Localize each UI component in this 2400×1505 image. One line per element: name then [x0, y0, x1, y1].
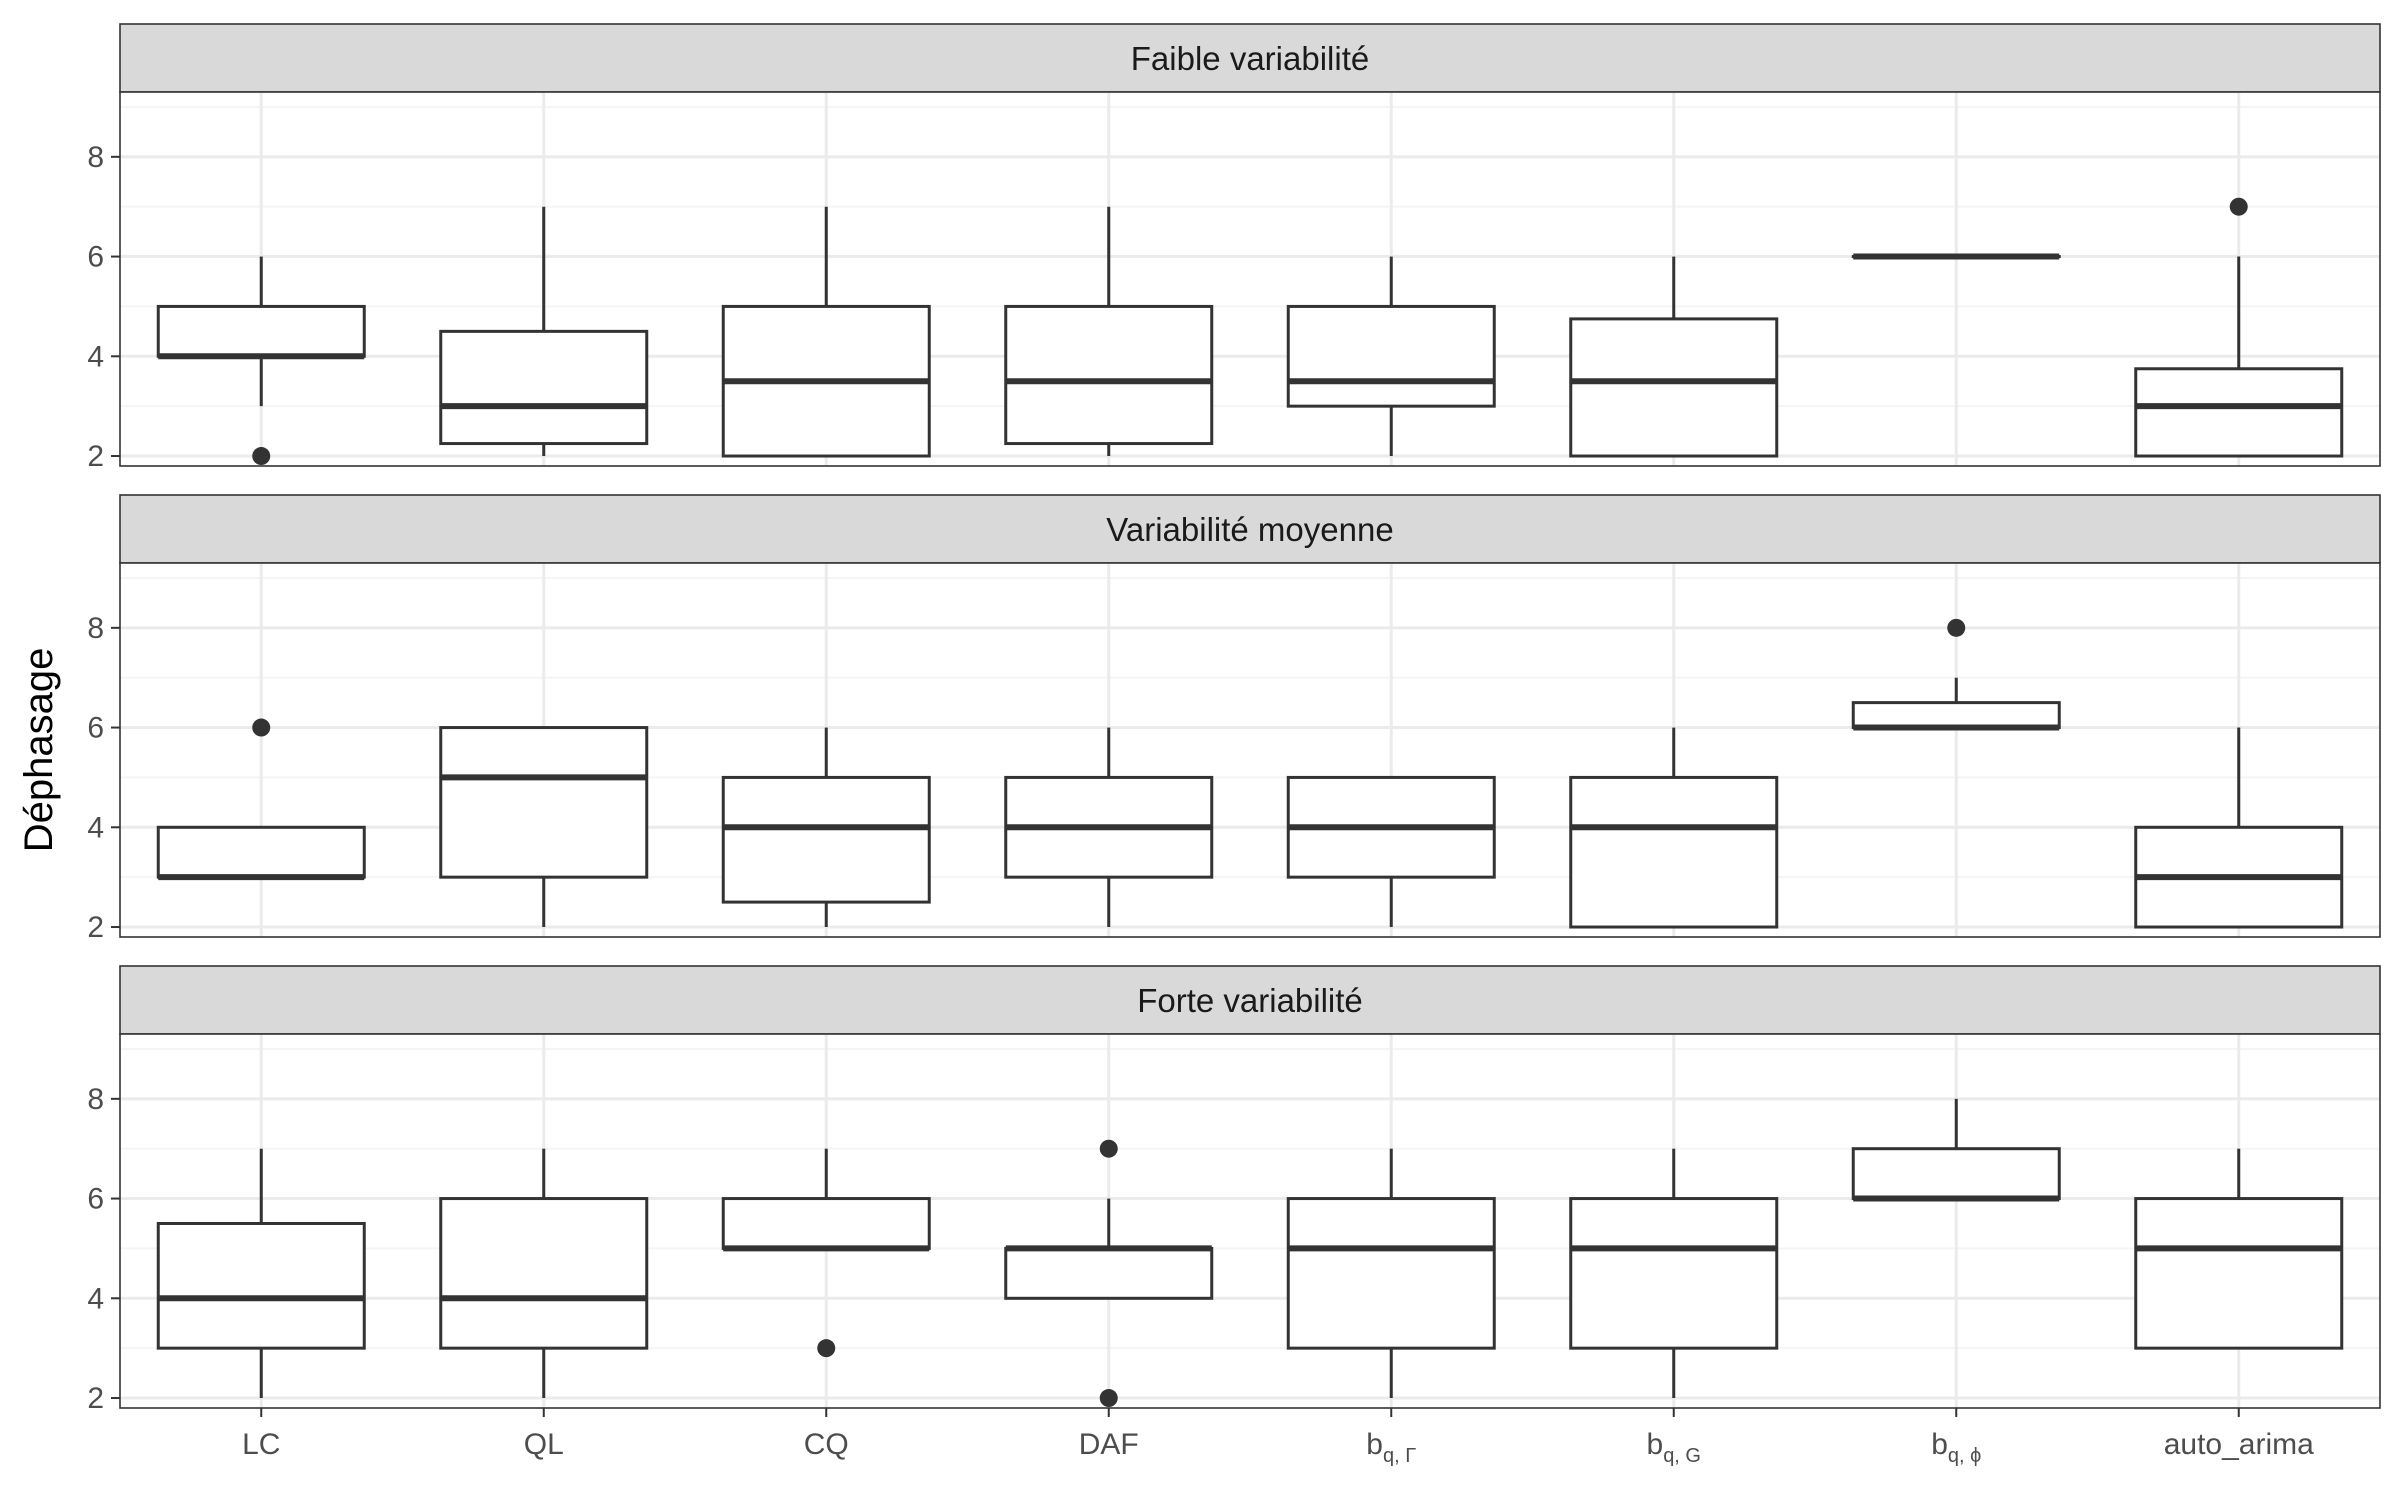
box-iqr — [1571, 1199, 1777, 1349]
y-tick-label: 8 — [87, 612, 104, 645]
facet-title: Forte variabilité — [1137, 982, 1363, 1019]
y-tick-label: 8 — [87, 141, 104, 174]
box-iqr — [723, 1199, 929, 1249]
x-tick-label-base: b — [1647, 1428, 1664, 1461]
x-tick-label: LC — [242, 1428, 280, 1461]
x-tick-label-base: b — [1931, 1428, 1948, 1461]
facet-title: Variabilité moyenne — [1106, 511, 1393, 548]
x-tick-label: QL — [524, 1428, 564, 1461]
x-tick-label: DAF — [1079, 1428, 1139, 1461]
box-iqr — [1571, 319, 1777, 456]
y-tick-label: 2 — [87, 440, 104, 473]
outlier-point — [2230, 198, 2248, 216]
outlier-point — [1100, 1140, 1118, 1158]
box-iqr — [158, 306, 364, 356]
box-iqr — [441, 1199, 647, 1349]
box-iqr — [1006, 1248, 1212, 1298]
box-iqr — [1571, 777, 1777, 927]
facet-panel: Forte variabilité 2 4 6 8 — [87, 966, 2380, 1415]
x-tick-label-base: CQ — [804, 1428, 849, 1461]
x-tick-label: bq, ϕ — [1931, 1428, 1981, 1467]
facet-title: Faible variabilité — [1131, 40, 1369, 77]
box-iqr — [1006, 306, 1212, 443]
box-iqr — [2136, 369, 2342, 456]
y-tick-label: 6 — [87, 241, 104, 274]
x-tick-label-base: DAF — [1079, 1428, 1139, 1461]
y-axis-label: Déphasage — [17, 648, 61, 853]
box-iqr — [723, 777, 929, 902]
outlier-point — [817, 1339, 835, 1357]
x-tick-label: bq, Γ — [1366, 1428, 1416, 1467]
x-tick-label-base: QL — [524, 1428, 564, 1461]
x-tick-label-subscript: q, ϕ — [1948, 1445, 1981, 1467]
outlier-point — [252, 447, 270, 465]
x-tick-label: bq, G — [1647, 1428, 1701, 1467]
x-tick-label-base: LC — [242, 1428, 280, 1461]
x-tick-label-subscript: q, G — [1663, 1445, 1701, 1467]
box-iqr — [1853, 1149, 2059, 1199]
x-tick-label-base: auto_arima — [2164, 1428, 2314, 1461]
y-tick-label: 6 — [87, 712, 104, 745]
outlier-point — [1100, 1389, 1118, 1407]
box-iqr — [441, 331, 647, 443]
box-iqr — [158, 827, 364, 877]
box-iqr — [1288, 306, 1494, 406]
y-tick-label: 4 — [87, 1282, 104, 1315]
x-tick-label-subscript: q, Γ — [1383, 1445, 1416, 1467]
y-tick-label: 8 — [87, 1083, 104, 1116]
y-tick-label: 2 — [87, 1382, 104, 1415]
facet-panel: Variabilité moyenne 2 4 6 8 — [87, 495, 2380, 944]
outlier-point — [252, 719, 270, 737]
x-tick-label: auto_arima — [2164, 1428, 2314, 1461]
facet-panel: Faible variabilité 2 4 6 8 — [87, 24, 2380, 473]
x-tick-label-base: b — [1366, 1428, 1383, 1461]
y-tick-label: 4 — [87, 340, 104, 373]
y-tick-label: 6 — [87, 1183, 104, 1216]
box-iqr — [1853, 703, 2059, 728]
box-iqr — [1288, 1199, 1494, 1349]
box-iqr — [2136, 1199, 2342, 1349]
box-iqr — [441, 728, 647, 878]
outlier-point — [1947, 619, 1965, 637]
x-tick-label: CQ — [804, 1428, 849, 1461]
box-iqr — [158, 1223, 364, 1348]
y-tick-label: 2 — [87, 911, 104, 944]
y-tick-label: 4 — [87, 811, 104, 844]
